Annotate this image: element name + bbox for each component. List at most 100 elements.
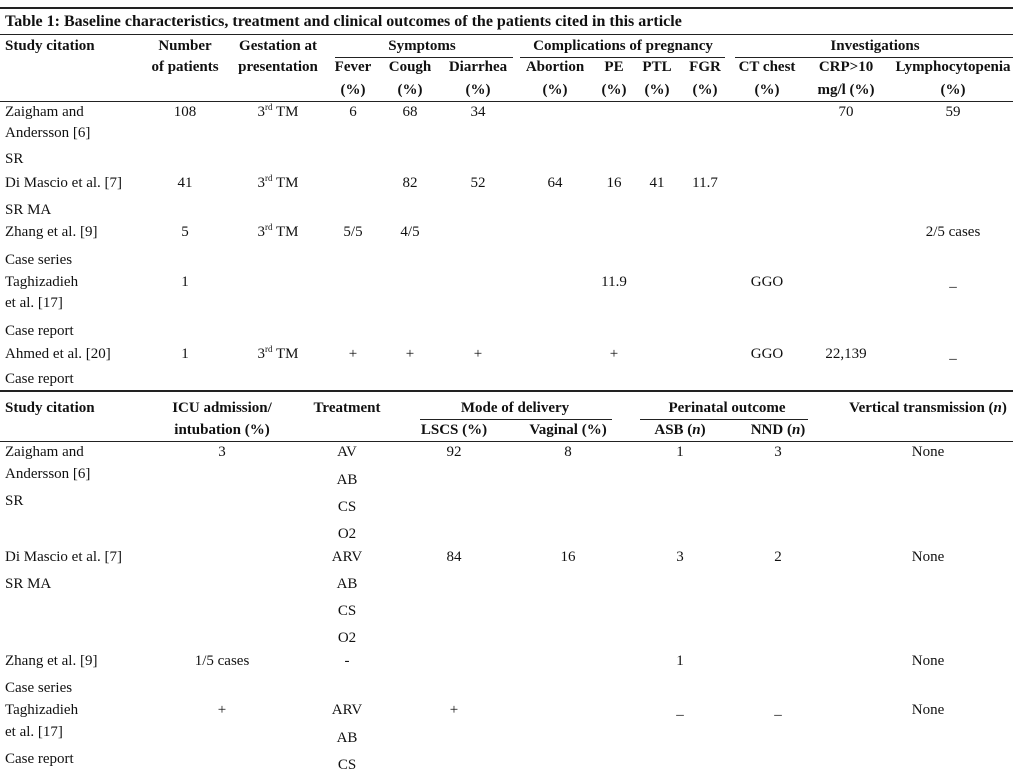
cell: 3rd TM <box>257 173 299 192</box>
citation: et al. [17] <box>5 295 63 311</box>
cell: 5 <box>181 224 189 240</box>
cell: + <box>405 346 415 362</box>
cell: 1 <box>676 653 684 669</box>
column-header: PE <box>604 59 624 75</box>
cell: 6 <box>349 104 357 120</box>
cell: 68 <box>402 104 418 120</box>
group-rule <box>640 419 808 420</box>
treatment: O2 <box>337 526 357 542</box>
citation: Zaigham and <box>5 104 84 120</box>
cell: 52 <box>470 175 486 191</box>
treatment: - <box>344 653 350 669</box>
treatment: AB <box>336 472 358 488</box>
cell: 16 <box>560 549 576 565</box>
column-header: ICU admission/ <box>172 400 272 416</box>
cell: 5/5 <box>343 224 363 240</box>
header-rule <box>0 101 1013 102</box>
cell: 41 <box>649 175 665 191</box>
group-rule <box>420 419 612 420</box>
cell: + <box>449 702 459 718</box>
citation: Andersson [6] <box>5 466 91 482</box>
table-title: Table 1: Baseline characteristics, treat… <box>5 13 682 30</box>
cell: 22,139 <box>825 346 867 362</box>
cell: 2/5 cases <box>925 224 981 240</box>
cell: 2 <box>774 549 782 565</box>
column-header: (%) <box>397 82 423 98</box>
column-header: (%) <box>465 82 491 98</box>
table-separator <box>0 390 1013 392</box>
column-header: Study citation <box>5 38 95 54</box>
column-header: of patients <box>151 59 219 75</box>
cell: 84 <box>446 549 462 565</box>
title-rule <box>0 34 1013 35</box>
column-header: PTL <box>642 59 672 75</box>
column-header: Fever <box>334 59 372 75</box>
citation: Case report <box>5 751 74 767</box>
cell: 3 <box>774 444 782 460</box>
cell: 3 <box>676 549 684 565</box>
column-header: (%) <box>940 82 966 98</box>
cell: 108 <box>173 104 197 120</box>
citation: Taghizadieh <box>5 702 79 718</box>
cell: 70 <box>838 104 854 120</box>
citation: Andersson [6] <box>5 125 91 141</box>
citation: Taghizadieh <box>5 274 79 290</box>
citation: Ahmed et al. [20] <box>5 346 111 362</box>
cell: 82 <box>402 175 418 191</box>
citation: Zhang et al. [9] <box>5 224 98 240</box>
cell: GGO <box>750 274 784 290</box>
cell: 11.9 <box>601 274 627 290</box>
cell: 16 <box>606 175 622 191</box>
citation: SR <box>5 151 24 167</box>
cell: _ <box>774 702 782 718</box>
column-header: (%) <box>692 82 718 98</box>
column-header: CT chest <box>738 59 796 75</box>
column-header: (%) <box>601 82 627 98</box>
treatment: ARV <box>331 549 363 565</box>
column-header: (%) <box>340 82 366 98</box>
citation: Zaigham and <box>5 444 84 460</box>
citation: SR MA <box>5 576 52 592</box>
cell: None <box>911 702 945 718</box>
treatment: AB <box>336 730 358 746</box>
treatment: ARV <box>331 702 363 718</box>
cell: 3rd TM <box>257 222 299 241</box>
cell: 1/5 cases <box>194 653 250 669</box>
column-header: NND (n) <box>750 422 806 438</box>
column-header: Treatment <box>313 400 381 416</box>
cell: 1 <box>676 444 684 460</box>
citation: et al. [17] <box>5 724 63 740</box>
cell: 92 <box>446 444 462 460</box>
treatment: AV <box>337 444 357 460</box>
group-header: Complications of pregnancy <box>533 38 713 54</box>
header-rule <box>0 441 1013 442</box>
group-header: Symptoms <box>388 38 456 54</box>
group-rule <box>335 57 513 58</box>
cell: 8 <box>564 444 572 460</box>
cell: 59 <box>945 104 961 120</box>
treatment: CS <box>337 757 357 773</box>
citation: Case series <box>5 680 73 696</box>
cell: 64 <box>547 175 563 191</box>
column-header: Lymphocytopenia <box>895 59 1011 75</box>
citation: Zhang et al. [9] <box>5 653 98 669</box>
group-header: Perinatal outcome <box>668 400 786 416</box>
cell: 3rd TM <box>257 102 299 121</box>
citation: Di Mascio et al. [7] <box>5 175 123 191</box>
top-rule <box>0 7 1013 9</box>
group-rule <box>520 57 725 58</box>
cell: + <box>348 346 358 362</box>
cell: _ <box>676 702 684 718</box>
group-header: Mode of delivery <box>460 400 570 416</box>
citation: SR <box>5 493 24 509</box>
column-header: Number <box>158 38 212 54</box>
cell: 11.7 <box>692 175 718 191</box>
cell: + <box>473 346 483 362</box>
treatment: CS <box>337 603 357 619</box>
cell: None <box>911 444 945 460</box>
cell: + <box>217 702 227 718</box>
group-rule <box>735 57 1013 58</box>
column-header: CRP>10 <box>818 59 874 75</box>
column-header: Gestation at <box>239 38 317 54</box>
column-header: (%) <box>644 82 670 98</box>
